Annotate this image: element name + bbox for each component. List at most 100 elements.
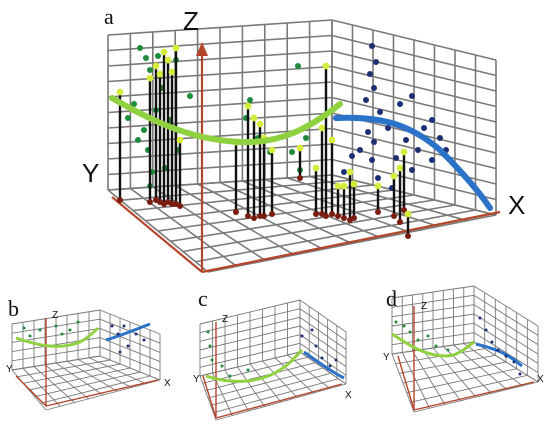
stem-tip — [374, 182, 382, 190]
grid-line — [99, 327, 161, 353]
d-green-curve — [391, 332, 475, 358]
data-point — [367, 71, 373, 77]
grid-line — [23, 363, 121, 384]
stem-tip — [396, 164, 404, 172]
grid-line — [331, 127, 497, 170]
grid-line — [406, 368, 517, 394]
grid-line — [299, 334, 347, 368]
grid-line — [213, 378, 339, 414]
data-point — [116, 332, 120, 336]
panel-b: b Z Y X — [6, 296, 171, 411]
stem-tip — [156, 70, 164, 78]
grid-line — [391, 322, 475, 336]
stem-base — [245, 213, 251, 219]
grid-line — [473, 313, 539, 355]
data-point — [314, 344, 318, 348]
c-blue-curve — [303, 350, 345, 380]
stem-tip — [176, 136, 184, 144]
data-point — [320, 356, 324, 360]
b-y-axis — [15, 375, 47, 407]
stem-tip — [334, 182, 342, 190]
data-point — [310, 328, 314, 332]
grid-line — [107, 81, 333, 98]
c-z-axis-label: Z — [222, 314, 228, 325]
stem-tip — [244, 102, 252, 110]
data-point — [490, 340, 494, 344]
grid-line — [391, 341, 475, 355]
data-point — [300, 334, 304, 338]
data-point — [246, 368, 250, 372]
grid-line — [473, 332, 539, 374]
b-x-axis — [45, 379, 159, 407]
b-points — [22, 320, 146, 354]
data-point — [426, 334, 430, 338]
grid-line — [11, 309, 101, 325]
grid-line — [473, 304, 539, 346]
grid-line — [331, 65, 497, 108]
stem-base — [405, 233, 411, 239]
panel-d: d Z Y X — [383, 285, 544, 413]
stem-tip — [256, 120, 264, 128]
data-point — [446, 348, 450, 352]
stem-tip — [404, 210, 412, 218]
data-point — [408, 330, 412, 334]
d-z-axis-label: Z — [421, 301, 427, 312]
data-point — [373, 59, 379, 65]
stem-tip — [296, 144, 304, 152]
grid-line — [107, 158, 333, 176]
stem-base — [401, 207, 407, 213]
d-x-axis-label: X — [537, 374, 544, 385]
grid-line — [413, 381, 539, 413]
stem-base — [313, 211, 319, 217]
b-blue-curve — [105, 322, 151, 342]
stem-base — [261, 213, 267, 219]
stem-base — [297, 175, 303, 181]
grid-line — [107, 34, 333, 52]
data-point — [68, 328, 72, 332]
grid-line — [99, 346, 161, 372]
stem-tip — [312, 164, 320, 172]
data-point — [289, 149, 295, 155]
data-point — [247, 97, 253, 103]
grid-line — [99, 337, 161, 363]
grid-line — [40, 375, 151, 404]
data-point — [141, 127, 147, 133]
data-point — [134, 332, 138, 336]
stem-base — [375, 209, 381, 215]
data-point — [187, 93, 193, 99]
stem-base — [329, 211, 335, 217]
data-point — [341, 169, 347, 175]
stem-tip — [346, 168, 354, 176]
grid-line — [215, 383, 347, 421]
grid-line — [210, 372, 331, 406]
x-axis — [201, 210, 501, 274]
d-x-axis — [413, 381, 535, 411]
stem-base — [397, 219, 403, 225]
data-point — [118, 350, 122, 354]
grid-line — [402, 361, 507, 384]
z-axis-arrowhead — [196, 42, 208, 56]
grid-line — [107, 112, 333, 129]
blue-curve — [333, 114, 493, 211]
data-point — [415, 147, 421, 153]
data-point — [38, 328, 42, 332]
grid-line — [207, 367, 324, 399]
grid-line — [34, 371, 141, 398]
data-point — [518, 372, 522, 376]
data-point — [206, 330, 210, 334]
data-point — [110, 324, 114, 328]
data-point — [328, 364, 332, 368]
panel-c: c Z Y X — [193, 286, 352, 421]
d-y-axis-label: Y — [383, 352, 390, 363]
grid-line — [473, 294, 539, 336]
panel-a-axes — [111, 42, 501, 274]
y-axis-label: Y — [82, 158, 99, 188]
c-green-curve — [205, 348, 304, 383]
green-curve — [109, 95, 343, 146]
grid-line — [331, 50, 497, 92]
c-x-axis-label: X — [345, 390, 352, 401]
stem-tip — [164, 56, 172, 64]
data-point — [371, 139, 377, 145]
data-point — [155, 53, 161, 59]
